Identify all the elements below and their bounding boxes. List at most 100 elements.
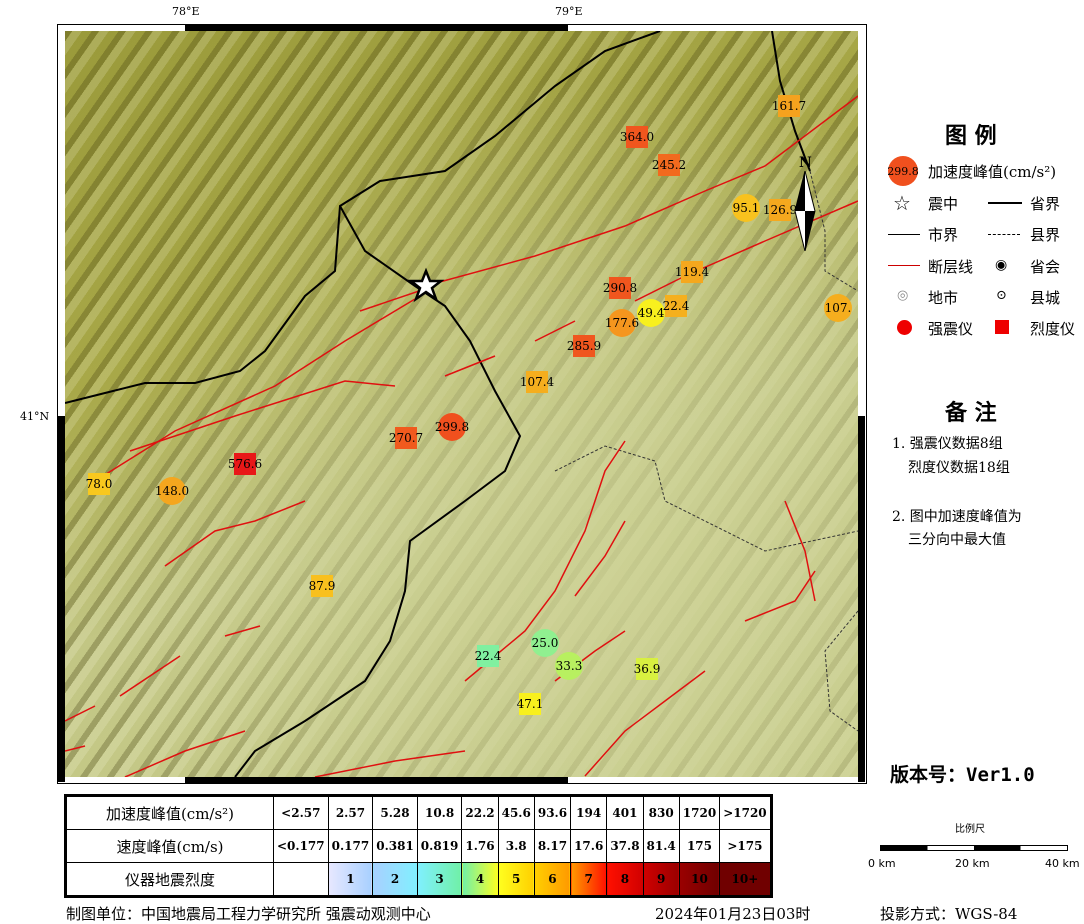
frame-segment [185,24,568,31]
station-pga-value: 576.6 [227,457,263,471]
intensity-cell: 4 [461,862,499,897]
station-pga-value: 290.8 [602,281,638,295]
strong-motion-station[interactable]: 95.1 [732,194,760,222]
intensity-meter-station[interactable]: 47.1 [517,693,543,715]
strong-motion-station[interactable]: 299.8 [434,413,470,441]
spacer [274,863,329,897]
legend-epicenter: 震中 [928,195,959,213]
frame-segment [858,416,865,782]
pga-cell: 45.6 [497,795,535,830]
county-border-lines [554,170,858,732]
intensity-meter-station[interactable]: 87.9 [309,575,335,597]
capital-icon: ◉ [995,257,1008,273]
intensity-meter-icon [995,320,1009,334]
legend-pga-sample: 299.8 [887,156,919,186]
intensity-row-label: 仪器地震烈度 [65,862,274,897]
pgv-cell: 37.8 [606,829,644,863]
intensity-cell: 1 [327,862,374,897]
intensity-cell: 5 [497,862,535,897]
strong-motion-station[interactable]: 25.0 [531,629,559,657]
intensity-meter-station[interactable]: 270.7 [389,427,423,449]
frame-segment [185,777,568,783]
county-line-icon [988,234,1020,235]
notes-title: 备 注 [945,400,997,426]
pgv-cell: 175 [678,829,721,863]
footer-time: 2024年01月23日03时 [655,905,811,923]
strong-motion-station[interactable]: 177.6 [605,309,639,337]
pga-cell: >1720 [719,795,772,830]
intensity-cell: 3 [416,862,463,897]
pga-cell: 10.8 [416,795,463,830]
legend-pga: 加速度峰值(cm/s²) [928,163,1057,181]
version-label: 版本号：Ver1.0 [890,764,1035,786]
terrain-map[interactable]: 364.0 245.2 161.7 95.1 126.9 119.4 107. 290.8 49… [65,31,858,777]
intensity-meter-station[interactable]: 290.8 [603,277,637,299]
pgv-cell: >175 [719,829,772,863]
station-pga-value: 364.0 [619,130,655,144]
pga-cell: 1720 [678,795,721,830]
intensity-meter-station[interactable]: 22.4 [662,295,690,317]
pga-cell: <2.57 [273,795,329,830]
scalebar-label: 20 km [955,857,990,870]
lat-tick: 41°N [20,410,50,423]
pga-cell: 93.6 [533,795,572,830]
intensity-cell: 6 [533,862,572,897]
intensity-meter-station[interactable]: 245.2 [652,154,686,176]
strong-motion-station[interactable]: 49.4 [637,299,665,327]
intensity-meter-station[interactable]: 161.7 [772,95,806,117]
station-pga-value: 25.0 [531,636,559,650]
pga-cell: 194 [570,795,608,830]
legend-county: 县界 [1030,226,1061,244]
legend-county-town: 县城 [1030,289,1061,307]
station-pga-value: 299.8 [434,420,470,434]
pga-cell: 830 [642,795,680,830]
epicenter-star-icon [407,267,445,303]
footer-projection: 投影方式：WGS-84 [880,905,1018,923]
intensity-meter-station[interactable]: 36.9 [633,658,661,680]
pga-cell: 2.57 [327,795,374,830]
intensity-meter-station[interactable]: 22.4 [475,645,501,667]
lon-tick: 79°E [555,5,583,18]
intensity-cell: 7 [570,862,608,897]
lon-tick: 78°E [172,5,200,18]
legend-fault: 断层线 [928,258,974,276]
scalebar [880,845,1068,851]
pgv-cell: <0.177 [273,829,329,863]
legend-sample-value: 299.8 [887,164,919,178]
station-pga-value: 36.9 [633,662,661,676]
pga-row-label: 加速度峰值(cm/s²) [65,795,274,830]
frame-segment [57,416,65,782]
intensity-meter-station[interactable]: 576.6 [228,453,262,475]
legend-city: 市界 [928,226,959,244]
pgv-cell: 0.819 [416,829,463,863]
scalebar-label: 40 km [1045,857,1080,870]
legend-strong-motion: 强震仪 [928,320,974,338]
station-pga-value: 161.7 [771,99,807,113]
north-label: N [799,155,812,171]
station-pga-value: 78.0 [85,477,113,491]
intensity-cell: 10+ [719,862,772,897]
fault-lines [65,95,858,777]
legend-intensity-meter: 烈度仪 [1030,320,1076,338]
scalebar-title: 比例尺 [955,824,985,835]
intensity-meter-station[interactable]: 285.9 [567,335,601,357]
note-line: 2. 图中加速度峰值为 [892,509,1022,525]
station-pga-value: 285.9 [566,339,602,353]
pgv-row-label: 速度峰值(cm/s) [65,829,274,863]
strong-motion-station[interactable]: 148.0 [155,477,189,505]
strong-motion-station[interactable]: 107. [824,294,852,322]
strong-motion-station[interactable]: 33.3 [555,652,583,680]
pga-cell: 22.2 [461,795,499,830]
intensity-meter-station[interactable]: 126.9 [763,199,797,221]
intensity-meter-station[interactable]: 119.4 [675,261,709,283]
scalebar-label: 0 km [868,857,896,870]
pgv-cell: 3.8 [497,829,535,863]
intensity-meter-station[interactable]: 364.0 [620,126,654,148]
intensity-meter-station[interactable]: 107.4 [520,371,554,393]
intensity-meter-station[interactable]: 78.0 [85,473,113,495]
strong-motion-icon [897,320,912,335]
station-pga-value: 33.3 [555,659,583,673]
pgv-cell: 1.76 [461,829,499,863]
station-pga-value: 22.4 [662,299,690,313]
intensity-cell: 9 [642,862,680,897]
